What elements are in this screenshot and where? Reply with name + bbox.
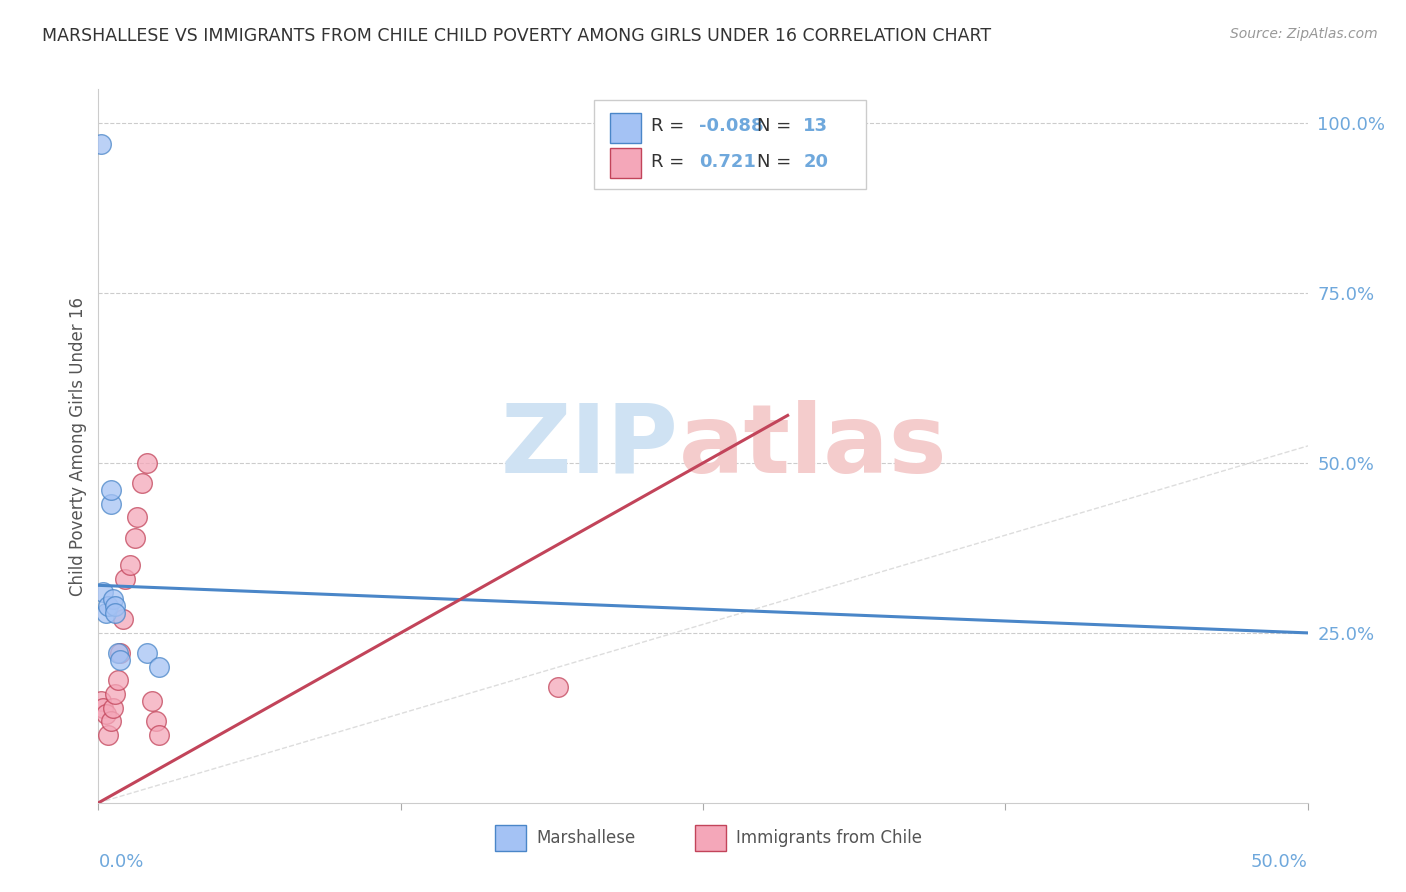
Text: R =: R =	[651, 153, 690, 171]
Point	[111, 612, 134, 626]
Point	[118, 558, 141, 572]
Text: 13: 13	[803, 118, 828, 136]
Point	[101, 591, 124, 606]
Point	[107, 673, 129, 688]
Text: 0.721: 0.721	[699, 153, 756, 171]
Text: MARSHALLESE VS IMMIGRANTS FROM CHILE CHILD POVERTY AMONG GIRLS UNDER 16 CORRELAT: MARSHALLESE VS IMMIGRANTS FROM CHILE CHI…	[42, 27, 991, 45]
Text: 0.0%: 0.0%	[98, 853, 143, 871]
FancyBboxPatch shape	[595, 100, 866, 189]
Point	[131, 476, 153, 491]
Text: N =: N =	[758, 153, 797, 171]
Text: Marshallese: Marshallese	[536, 829, 636, 847]
Y-axis label: Child Poverty Among Girls Under 16: Child Poverty Among Girls Under 16	[69, 296, 87, 596]
Point	[100, 497, 122, 511]
Point	[90, 136, 112, 151]
Point	[141, 694, 163, 708]
Point	[108, 653, 131, 667]
Point	[135, 646, 157, 660]
Point	[104, 599, 127, 613]
Point	[104, 606, 127, 620]
Point	[148, 660, 170, 674]
Text: R =: R =	[651, 118, 690, 136]
Point	[100, 483, 122, 498]
Text: -0.088: -0.088	[699, 118, 763, 136]
Point	[100, 714, 122, 729]
Point	[91, 585, 114, 599]
Point	[91, 700, 114, 714]
Point	[107, 646, 129, 660]
Point	[97, 728, 120, 742]
Text: ZIP: ZIP	[501, 400, 679, 492]
Point	[101, 700, 124, 714]
FancyBboxPatch shape	[610, 148, 641, 178]
Point	[108, 646, 131, 660]
Text: 50.0%: 50.0%	[1251, 853, 1308, 871]
Text: N =: N =	[758, 118, 797, 136]
Point	[114, 572, 136, 586]
Point	[124, 531, 146, 545]
Point	[94, 606, 117, 620]
FancyBboxPatch shape	[495, 825, 526, 851]
Point	[148, 728, 170, 742]
FancyBboxPatch shape	[695, 825, 725, 851]
Point	[127, 510, 149, 524]
Text: Immigrants from Chile: Immigrants from Chile	[735, 829, 922, 847]
Text: atlas: atlas	[679, 400, 948, 492]
Point	[97, 599, 120, 613]
Point	[145, 714, 167, 729]
Text: Source: ZipAtlas.com: Source: ZipAtlas.com	[1230, 27, 1378, 41]
FancyBboxPatch shape	[610, 112, 641, 143]
Point	[94, 707, 117, 722]
Point	[547, 680, 569, 694]
Point	[135, 456, 157, 470]
Point	[104, 687, 127, 701]
Text: 20: 20	[803, 153, 828, 171]
Point	[90, 694, 112, 708]
